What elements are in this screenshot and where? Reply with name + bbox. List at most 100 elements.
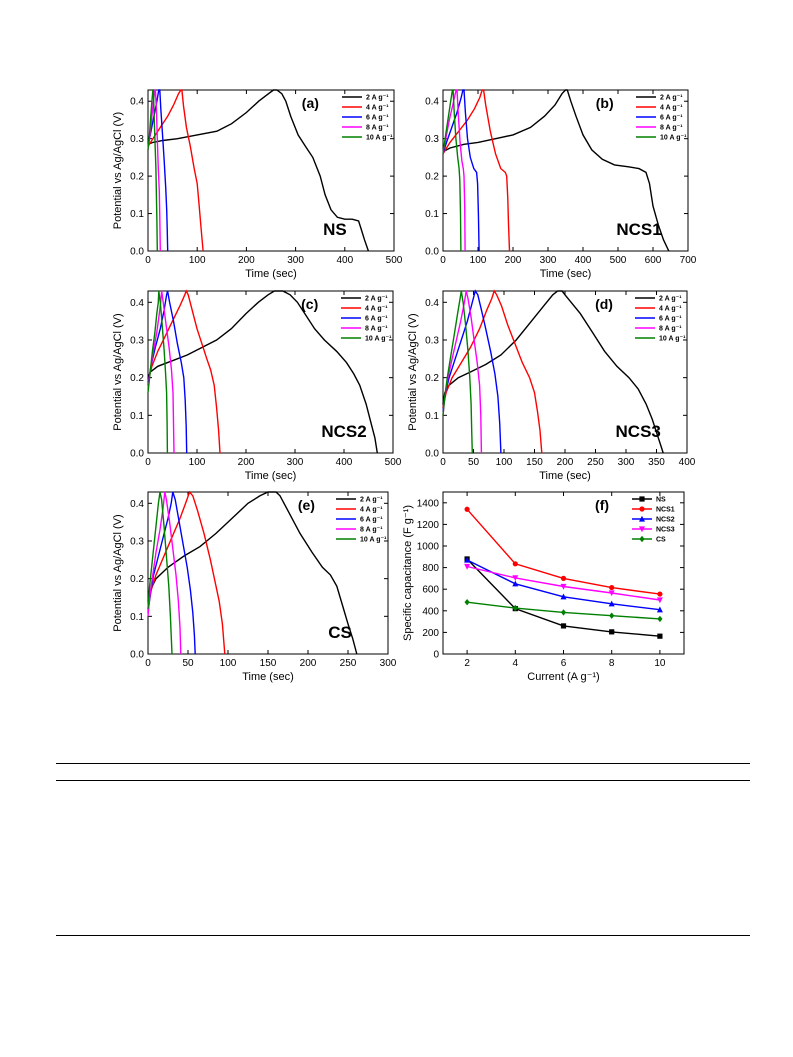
y-tick-label: 0.2: [425, 373, 439, 384]
series-line-2: [442, 89, 670, 252]
legend-label-6: 6 A g⁻¹: [365, 316, 388, 323]
legend-label-8: 8 A g⁻¹: [360, 527, 383, 534]
y-axis-label: Potential vs Ag/AgCl (V): [112, 514, 124, 631]
sample-label: NCS2: [321, 422, 366, 441]
legend-label-NCS1: NCS1: [656, 507, 675, 514]
sample-label: NS: [323, 220, 347, 239]
data-point-marker: [464, 556, 471, 563]
series-line-8: [442, 89, 466, 252]
y-axis-label: Potential vs Ag/AgCl (V): [112, 112, 124, 229]
data-point-marker: [512, 604, 518, 612]
series-line-8: [147, 89, 161, 252]
x-tick-label: 50: [468, 457, 480, 468]
y-tick-label: 0.2: [130, 172, 144, 183]
plot-frame: [147, 290, 394, 454]
x-tick-label: 8: [609, 658, 615, 669]
data-point-marker: [609, 612, 615, 619]
x-tick-label: 500: [385, 457, 402, 468]
x-tick-label: 4: [513, 658, 519, 669]
y-tick-label: 0.1: [130, 612, 144, 623]
data-point-marker: [464, 598, 470, 606]
x-tick-label: 350: [648, 457, 665, 468]
y-tick-label: 0.4: [130, 499, 144, 510]
x-axis-label: Time (sec): [539, 470, 591, 482]
series-line-6: [147, 491, 196, 655]
legend-label-4: 4 A g⁻¹: [365, 306, 388, 313]
y-tick-label: 1000: [417, 542, 440, 553]
legend-label-4: 4 A g⁻¹: [360, 507, 383, 514]
chart-panel-0: 0 100 200 300 400 500 0.0 0.1 0.2 0.3 0.4 Time (sec…: [112, 89, 403, 280]
x-tick-label: 0: [440, 255, 446, 266]
data-point-marker: [609, 629, 615, 635]
legend-label-8: 8 A g⁻¹: [366, 125, 389, 132]
data-point-marker: [464, 506, 470, 512]
x-tick-label: 6: [561, 658, 567, 669]
x-tick-label: 200: [300, 658, 317, 669]
x-tick-label: 600: [645, 255, 662, 266]
data-point-marker: [560, 583, 567, 590]
series-line-6: [147, 290, 188, 454]
legend-label-2: 2 A g⁻¹: [360, 497, 383, 504]
x-tick-label: 200: [505, 255, 522, 266]
series-line-NCS1: [466, 508, 660, 595]
x-tick-label: 0: [145, 658, 151, 669]
y-tick-label: 0.3: [130, 335, 144, 346]
y-tick-label: 0.3: [130, 134, 144, 145]
data-point-marker: [656, 597, 663, 604]
y-tick-label: 0.1: [130, 411, 144, 422]
legend-label-2: 2 A g⁻¹: [659, 296, 682, 303]
legend-label-6: 6 A g⁻¹: [360, 517, 383, 524]
legend-label-10: 10 A g⁻¹: [659, 336, 686, 343]
data-point-marker: [657, 615, 663, 623]
data-point-marker: [657, 633, 663, 639]
y-tick-label: 0.2: [425, 172, 439, 183]
panel-letter: (a): [302, 95, 319, 111]
series-line-2: [147, 290, 378, 454]
series-line-4: [147, 89, 204, 252]
legend-label-2: 2 A g⁻¹: [660, 95, 683, 102]
data-point-marker: [639, 535, 645, 543]
data-point-marker: [608, 590, 615, 597]
y-tick-label: 0.1: [425, 411, 439, 422]
x-tick-label: 100: [189, 457, 206, 468]
y-axis-label: Potential vs Ag/AgCl (V): [112, 313, 124, 430]
x-tick-label: 300: [540, 255, 557, 266]
y-tick-label: 400: [422, 606, 439, 617]
series-line-6: [442, 289, 502, 454]
series-line-4: [147, 490, 226, 655]
sample-label: CS: [328, 623, 352, 642]
data-point-marker: [560, 575, 567, 582]
y-tick-label: 0.1: [130, 209, 144, 220]
x-tick-label: 2: [464, 658, 470, 669]
x-tick-label: 700: [680, 255, 697, 266]
y-tick-label: 1200: [417, 520, 440, 531]
series-line-10: [442, 89, 462, 252]
x-tick-label: 0: [440, 457, 446, 468]
y-axis-label: Potential vs Ag/AgCl (V): [407, 313, 419, 430]
data-point-marker: [609, 584, 615, 591]
x-tick-label: 300: [287, 457, 304, 468]
legend-label-6: 6 A g⁻¹: [660, 115, 683, 122]
table-bottom-rule: [56, 935, 750, 936]
x-tick-label: 100: [189, 255, 206, 266]
data-point-marker: [657, 591, 663, 597]
y-tick-label: 0.0: [130, 650, 144, 661]
data-point-marker: [464, 563, 471, 570]
legend-label-CS: CS: [656, 537, 666, 544]
series-line-6: [442, 89, 480, 252]
y-axis-label: Specific capacitance (F g⁻¹): [402, 505, 414, 641]
y-tick-label: 0.0: [130, 449, 144, 460]
y-tick-label: 0.2: [130, 373, 144, 384]
y-tick-label: 0.2: [130, 574, 144, 585]
data-point-marker: [639, 506, 645, 512]
series-line-10: [147, 491, 173, 655]
data-point-marker: [656, 606, 663, 613]
data-point-marker: [512, 580, 519, 587]
series-line-10: [147, 290, 169, 454]
x-tick-label: 0: [145, 255, 151, 266]
x-tick-label: 200: [557, 457, 574, 468]
x-axis-label: Time (sec): [242, 671, 294, 683]
series-line-4: [442, 289, 543, 454]
data-point-marker: [512, 575, 519, 582]
